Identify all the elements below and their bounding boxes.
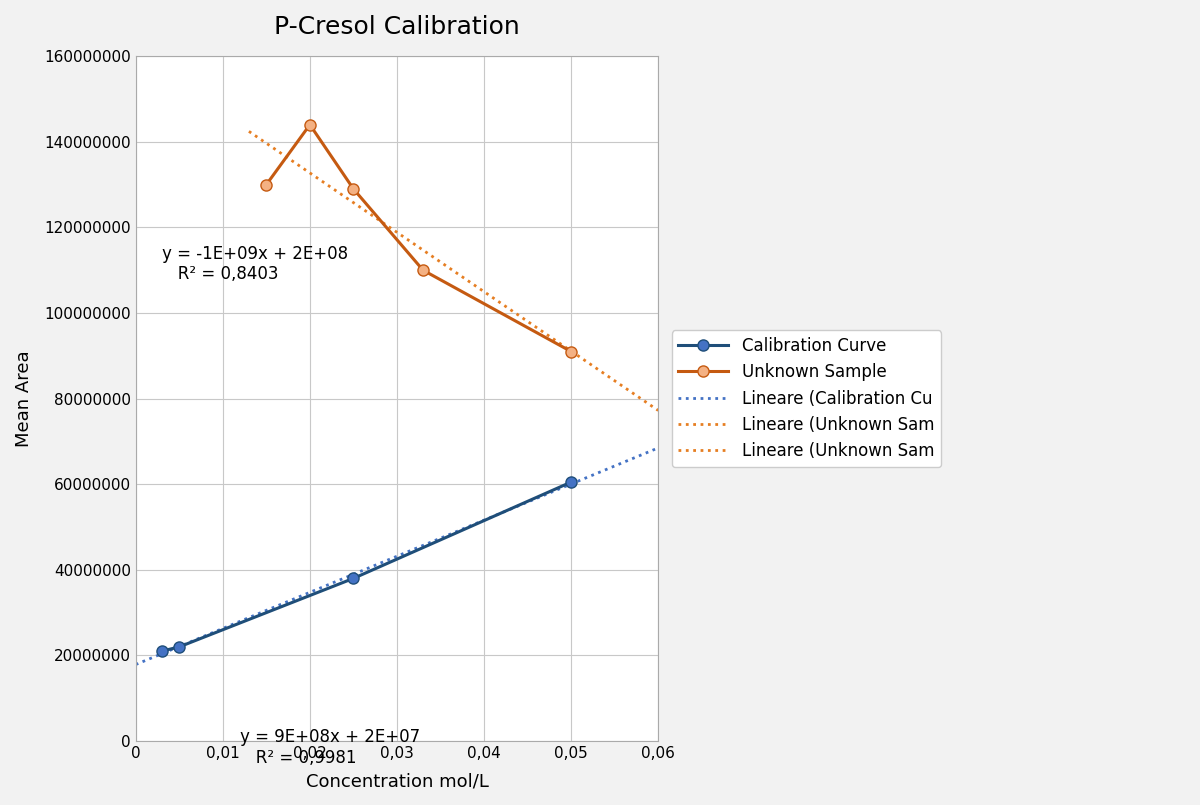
Lineare (Unknown Sam xyxy=(650,406,665,415)
Unknown Sample xyxy=(302,120,317,130)
Unknown Sample xyxy=(259,180,274,189)
Unknown Sample xyxy=(564,347,578,357)
Calibration Curve xyxy=(172,642,186,652)
Calibration Curve xyxy=(155,646,169,656)
Unknown Sample xyxy=(347,184,361,194)
Lineare (Unknown Sam xyxy=(241,126,256,136)
Line: Lineare (Unknown Sam: Lineare (Unknown Sam xyxy=(248,131,658,411)
Text: y = 9E+08x + 2E+07
   R² = 0,9981: y = 9E+08x + 2E+07 R² = 0,9981 xyxy=(240,729,420,767)
Y-axis label: Mean Area: Mean Area xyxy=(14,350,34,447)
Calibration Curve xyxy=(564,477,578,487)
X-axis label: Concentration mol/L: Concentration mol/L xyxy=(306,772,488,790)
Title: P-Cresol Calibration: P-Cresol Calibration xyxy=(274,15,520,39)
Unknown Sample xyxy=(416,266,431,275)
Legend: Calibration Curve, Unknown Sample, Lineare (Calibration Cu, Lineare (Unknown Sam: Calibration Curve, Unknown Sample, Linea… xyxy=(672,330,941,467)
Line: Calibration Curve: Calibration Curve xyxy=(156,477,577,657)
Line: Unknown Sample: Unknown Sample xyxy=(260,119,577,357)
Text: y = -1E+09x + 2E+08
   R² = 0,8403: y = -1E+09x + 2E+08 R² = 0,8403 xyxy=(162,245,348,283)
Calibration Curve xyxy=(347,573,361,583)
